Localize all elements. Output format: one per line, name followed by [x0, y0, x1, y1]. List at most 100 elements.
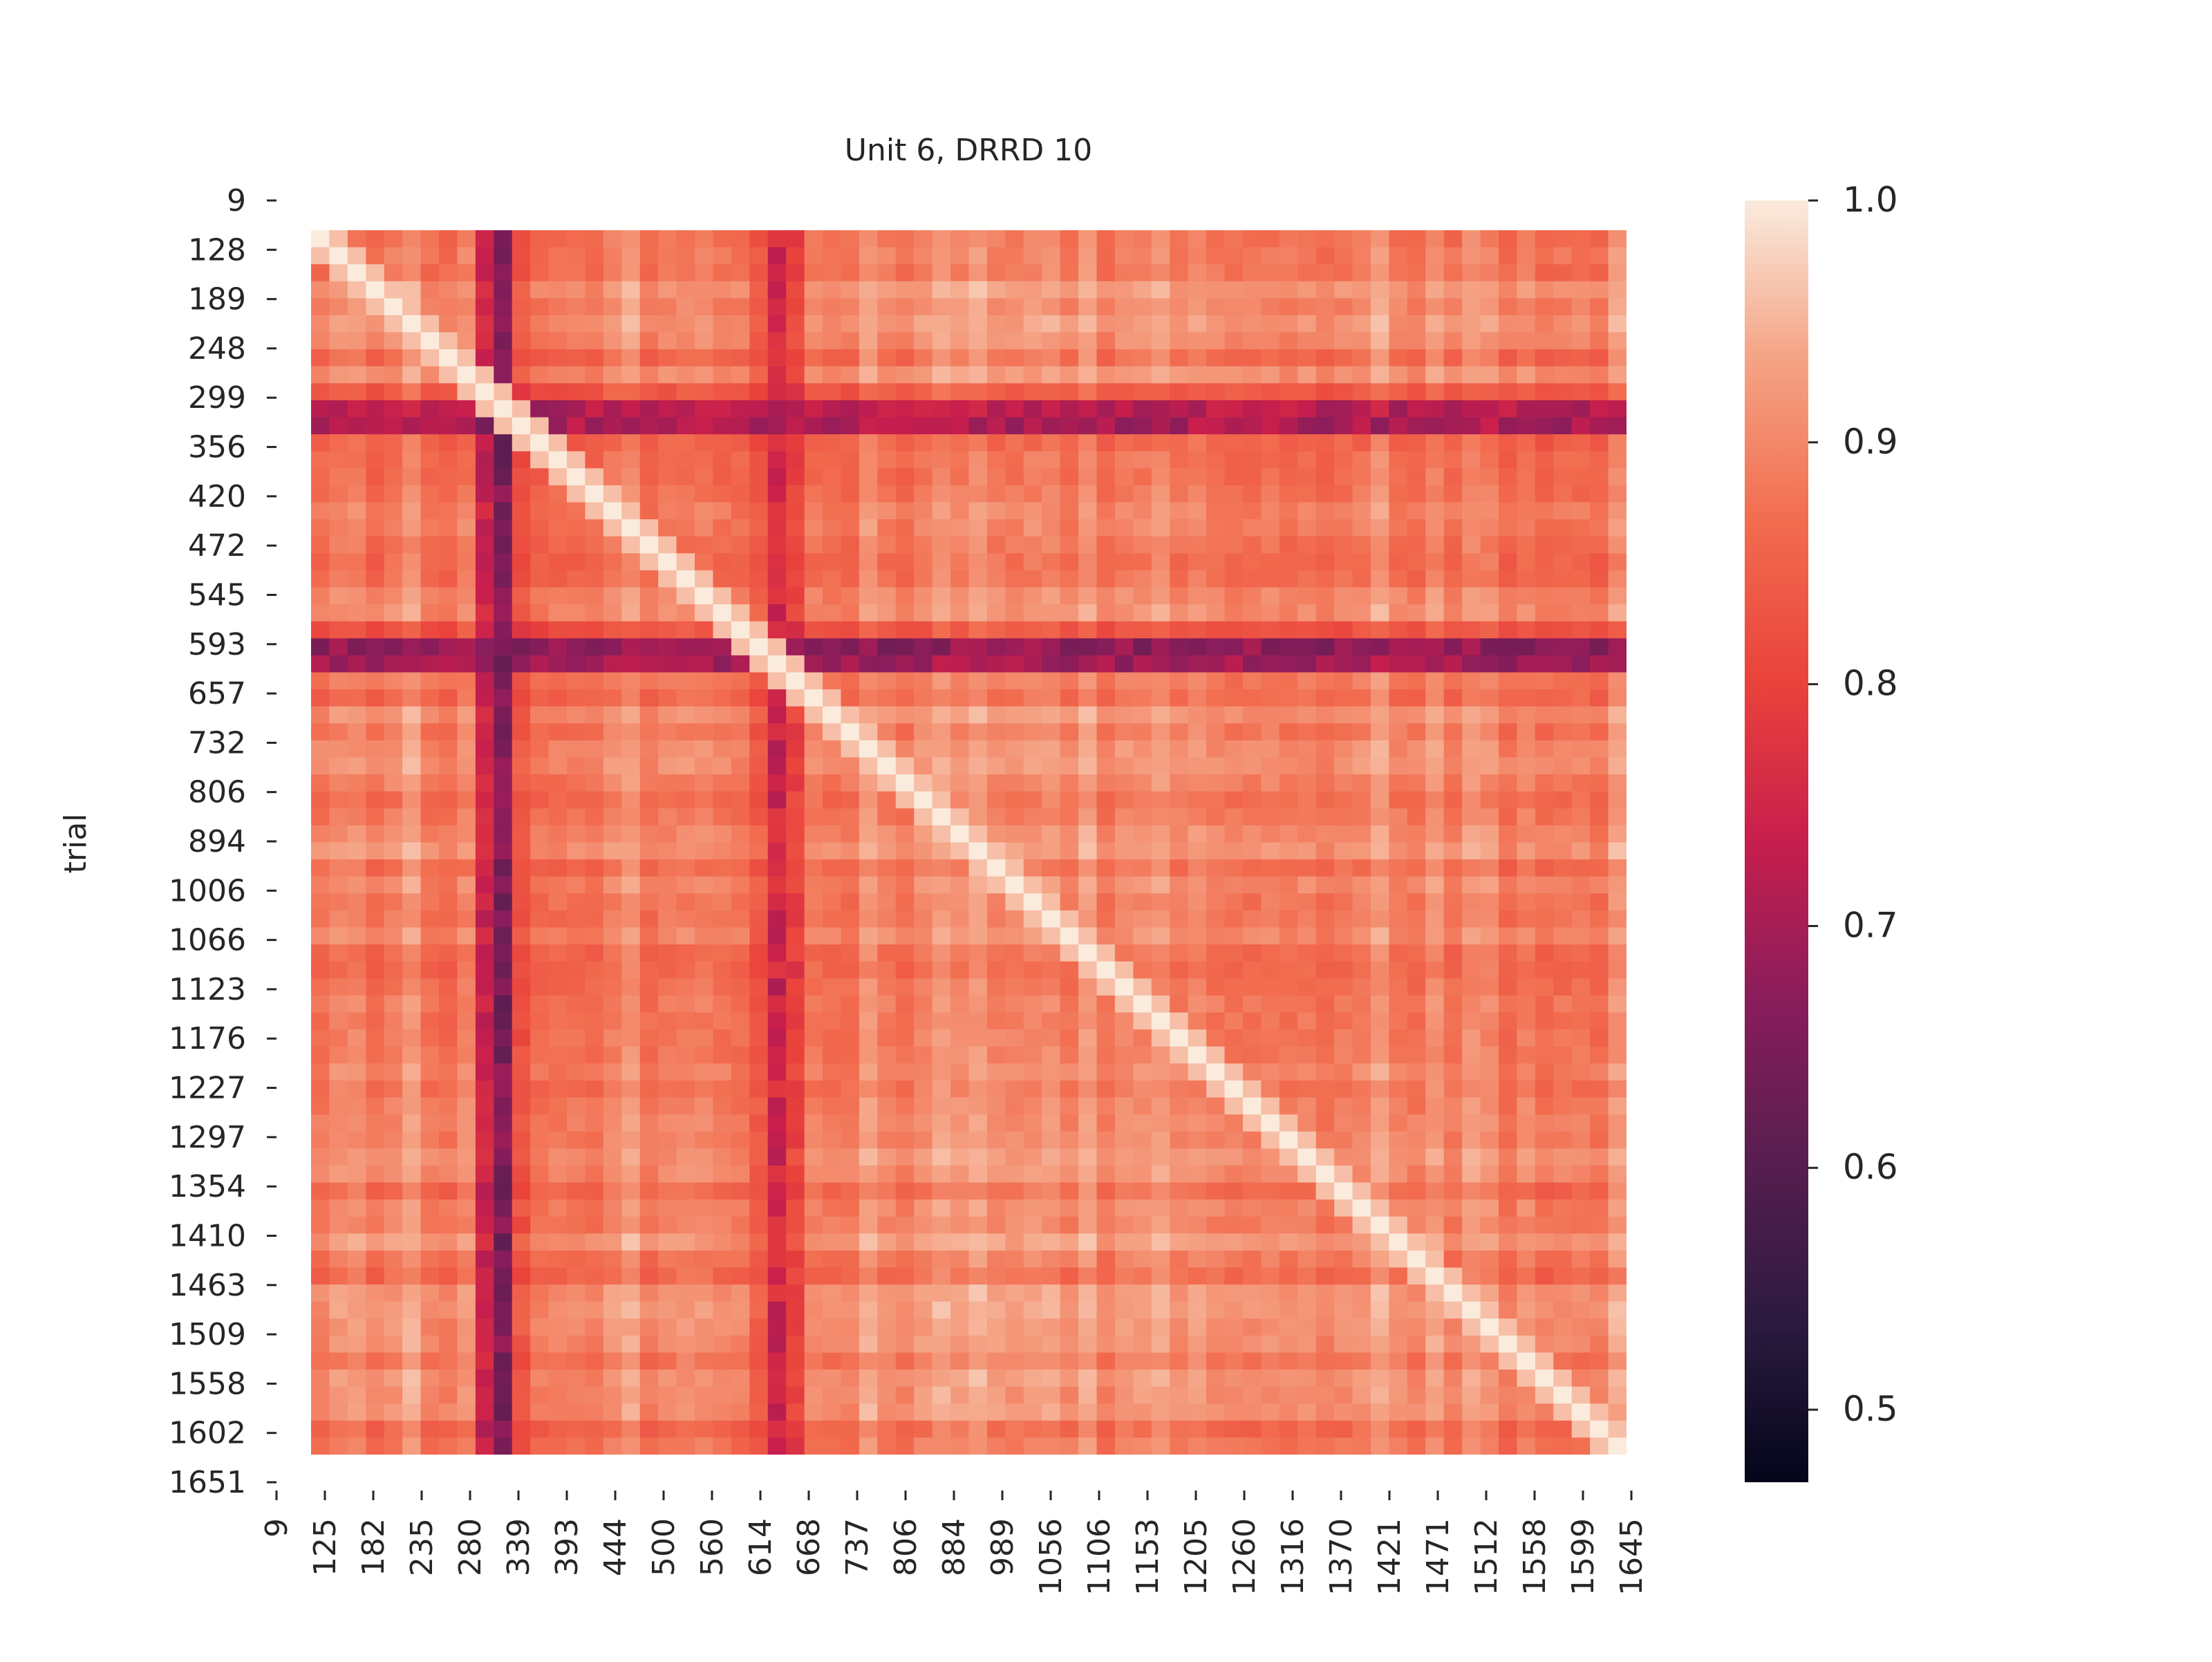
heatmap-cell [347, 1080, 367, 1099]
heatmap-cell [658, 876, 677, 895]
heatmap-cell [823, 349, 842, 367]
heatmap-cell [1498, 519, 1518, 537]
heatmap-cell [1170, 1318, 1189, 1336]
heatmap-cell [530, 1318, 550, 1336]
heatmap-cell [1078, 774, 1098, 792]
heatmap-cell [1114, 1114, 1134, 1132]
heatmap-cell [1425, 1114, 1445, 1132]
heatmap-cell [1425, 553, 1445, 571]
heatmap-cell [749, 281, 769, 299]
heatmap-cell [1261, 1131, 1280, 1150]
heatmap-cell [1571, 1097, 1591, 1115]
heatmap-cell [1078, 1148, 1098, 1166]
heatmap-cell [457, 842, 476, 860]
heatmap-cell [475, 1335, 495, 1354]
heatmap-cell [1571, 349, 1591, 367]
heatmap-cell [1096, 1080, 1116, 1099]
heatmap-cell [914, 1063, 933, 1081]
heatmap-cell [420, 927, 440, 945]
heatmap-cell [1407, 740, 1427, 758]
heatmap-cell [1389, 655, 1408, 673]
heatmap-cell [1571, 927, 1591, 945]
heatmap-cell [1060, 587, 1079, 605]
heatmap-cell [859, 1267, 879, 1285]
heatmap-cell [1334, 230, 1353, 248]
heatmap-cell [895, 1114, 915, 1132]
heatmap-cell [439, 247, 458, 265]
heatmap-cell [1042, 876, 1061, 895]
heatmap-cell [567, 1097, 586, 1115]
heatmap-cell [767, 1182, 787, 1200]
heatmap-cell [1261, 485, 1280, 503]
heatmap-cell [402, 757, 422, 775]
heatmap-cell [841, 1182, 860, 1200]
heatmap-cell [1498, 978, 1518, 996]
heatmap-cell [895, 774, 915, 792]
heatmap-cell [1407, 1012, 1427, 1030]
heatmap-cell [1096, 1216, 1116, 1235]
heatmap-cell [1517, 1285, 1536, 1302]
heatmap-cell [1425, 1386, 1445, 1405]
heatmap-cell [1042, 638, 1061, 656]
heatmap-cell [986, 774, 1006, 792]
heatmap-cell [1188, 247, 1207, 265]
heatmap-cell [1498, 230, 1518, 248]
heatmap-cell [695, 638, 714, 656]
heatmap-cell [1114, 553, 1134, 571]
heatmap-cell [1096, 1352, 1116, 1370]
heatmap-cell [1279, 1165, 1299, 1184]
heatmap-cell [512, 689, 531, 707]
heatmap-cell [1352, 281, 1371, 299]
heatmap-cell [968, 315, 988, 333]
heatmap-cell [1608, 1216, 1627, 1235]
heatmap-cell [1407, 315, 1427, 333]
heatmap-cell [1005, 927, 1024, 945]
heatmap-cell [1370, 604, 1390, 622]
heatmap-cell [621, 366, 641, 384]
heatmap-cell [402, 349, 422, 367]
heatmap-cell [402, 247, 422, 265]
heatmap-cell [347, 910, 367, 928]
heatmap-cell [1114, 655, 1134, 673]
heatmap-cell [1553, 825, 1573, 843]
heatmap-cell [1462, 485, 1481, 503]
heatmap-cell [1242, 1097, 1262, 1115]
heatmap-cell [1498, 961, 1518, 980]
heatmap-cell [914, 366, 933, 384]
heatmap-cell [731, 1352, 751, 1370]
heatmap-cell [1206, 995, 1226, 1014]
heatmap-cell [512, 944, 531, 962]
heatmap-cell [1352, 349, 1371, 367]
heatmap-cell [475, 417, 495, 435]
heatmap-cell [1297, 400, 1317, 418]
heatmap-cell [475, 1080, 495, 1099]
heatmap-cell [567, 1199, 586, 1217]
heatmap-cell [1370, 1080, 1390, 1099]
heatmap-cell [1498, 1386, 1518, 1405]
heatmap-cell [895, 1301, 915, 1320]
heatmap-cell [1517, 1148, 1536, 1166]
heatmap-cell [1242, 1063, 1262, 1081]
heatmap-cell [841, 672, 860, 690]
heatmap-cell [859, 281, 879, 299]
heatmap-cell [1498, 485, 1518, 503]
heatmap-cell [1334, 825, 1353, 843]
heatmap-cell [1279, 672, 1299, 690]
heatmap-cell [968, 1165, 988, 1184]
heatmap-cell [695, 723, 714, 741]
heatmap-cell [1315, 536, 1335, 554]
heatmap-cell [1279, 995, 1299, 1014]
heatmap-cell [1060, 791, 1079, 810]
heatmap-cell [1133, 587, 1152, 605]
heatmap-cell [1206, 1012, 1226, 1030]
heatmap-cell [475, 519, 495, 537]
heatmap-cell [895, 1285, 915, 1302]
heatmap-cell [713, 995, 732, 1014]
heatmap-cell [1462, 1352, 1481, 1370]
heatmap-cell [585, 247, 604, 265]
heatmap-cell [1480, 1097, 1499, 1115]
heatmap-cell [1553, 1182, 1573, 1200]
heatmap-cell [585, 791, 604, 810]
heatmap-cell [530, 774, 550, 792]
heatmap-cell [329, 893, 348, 911]
